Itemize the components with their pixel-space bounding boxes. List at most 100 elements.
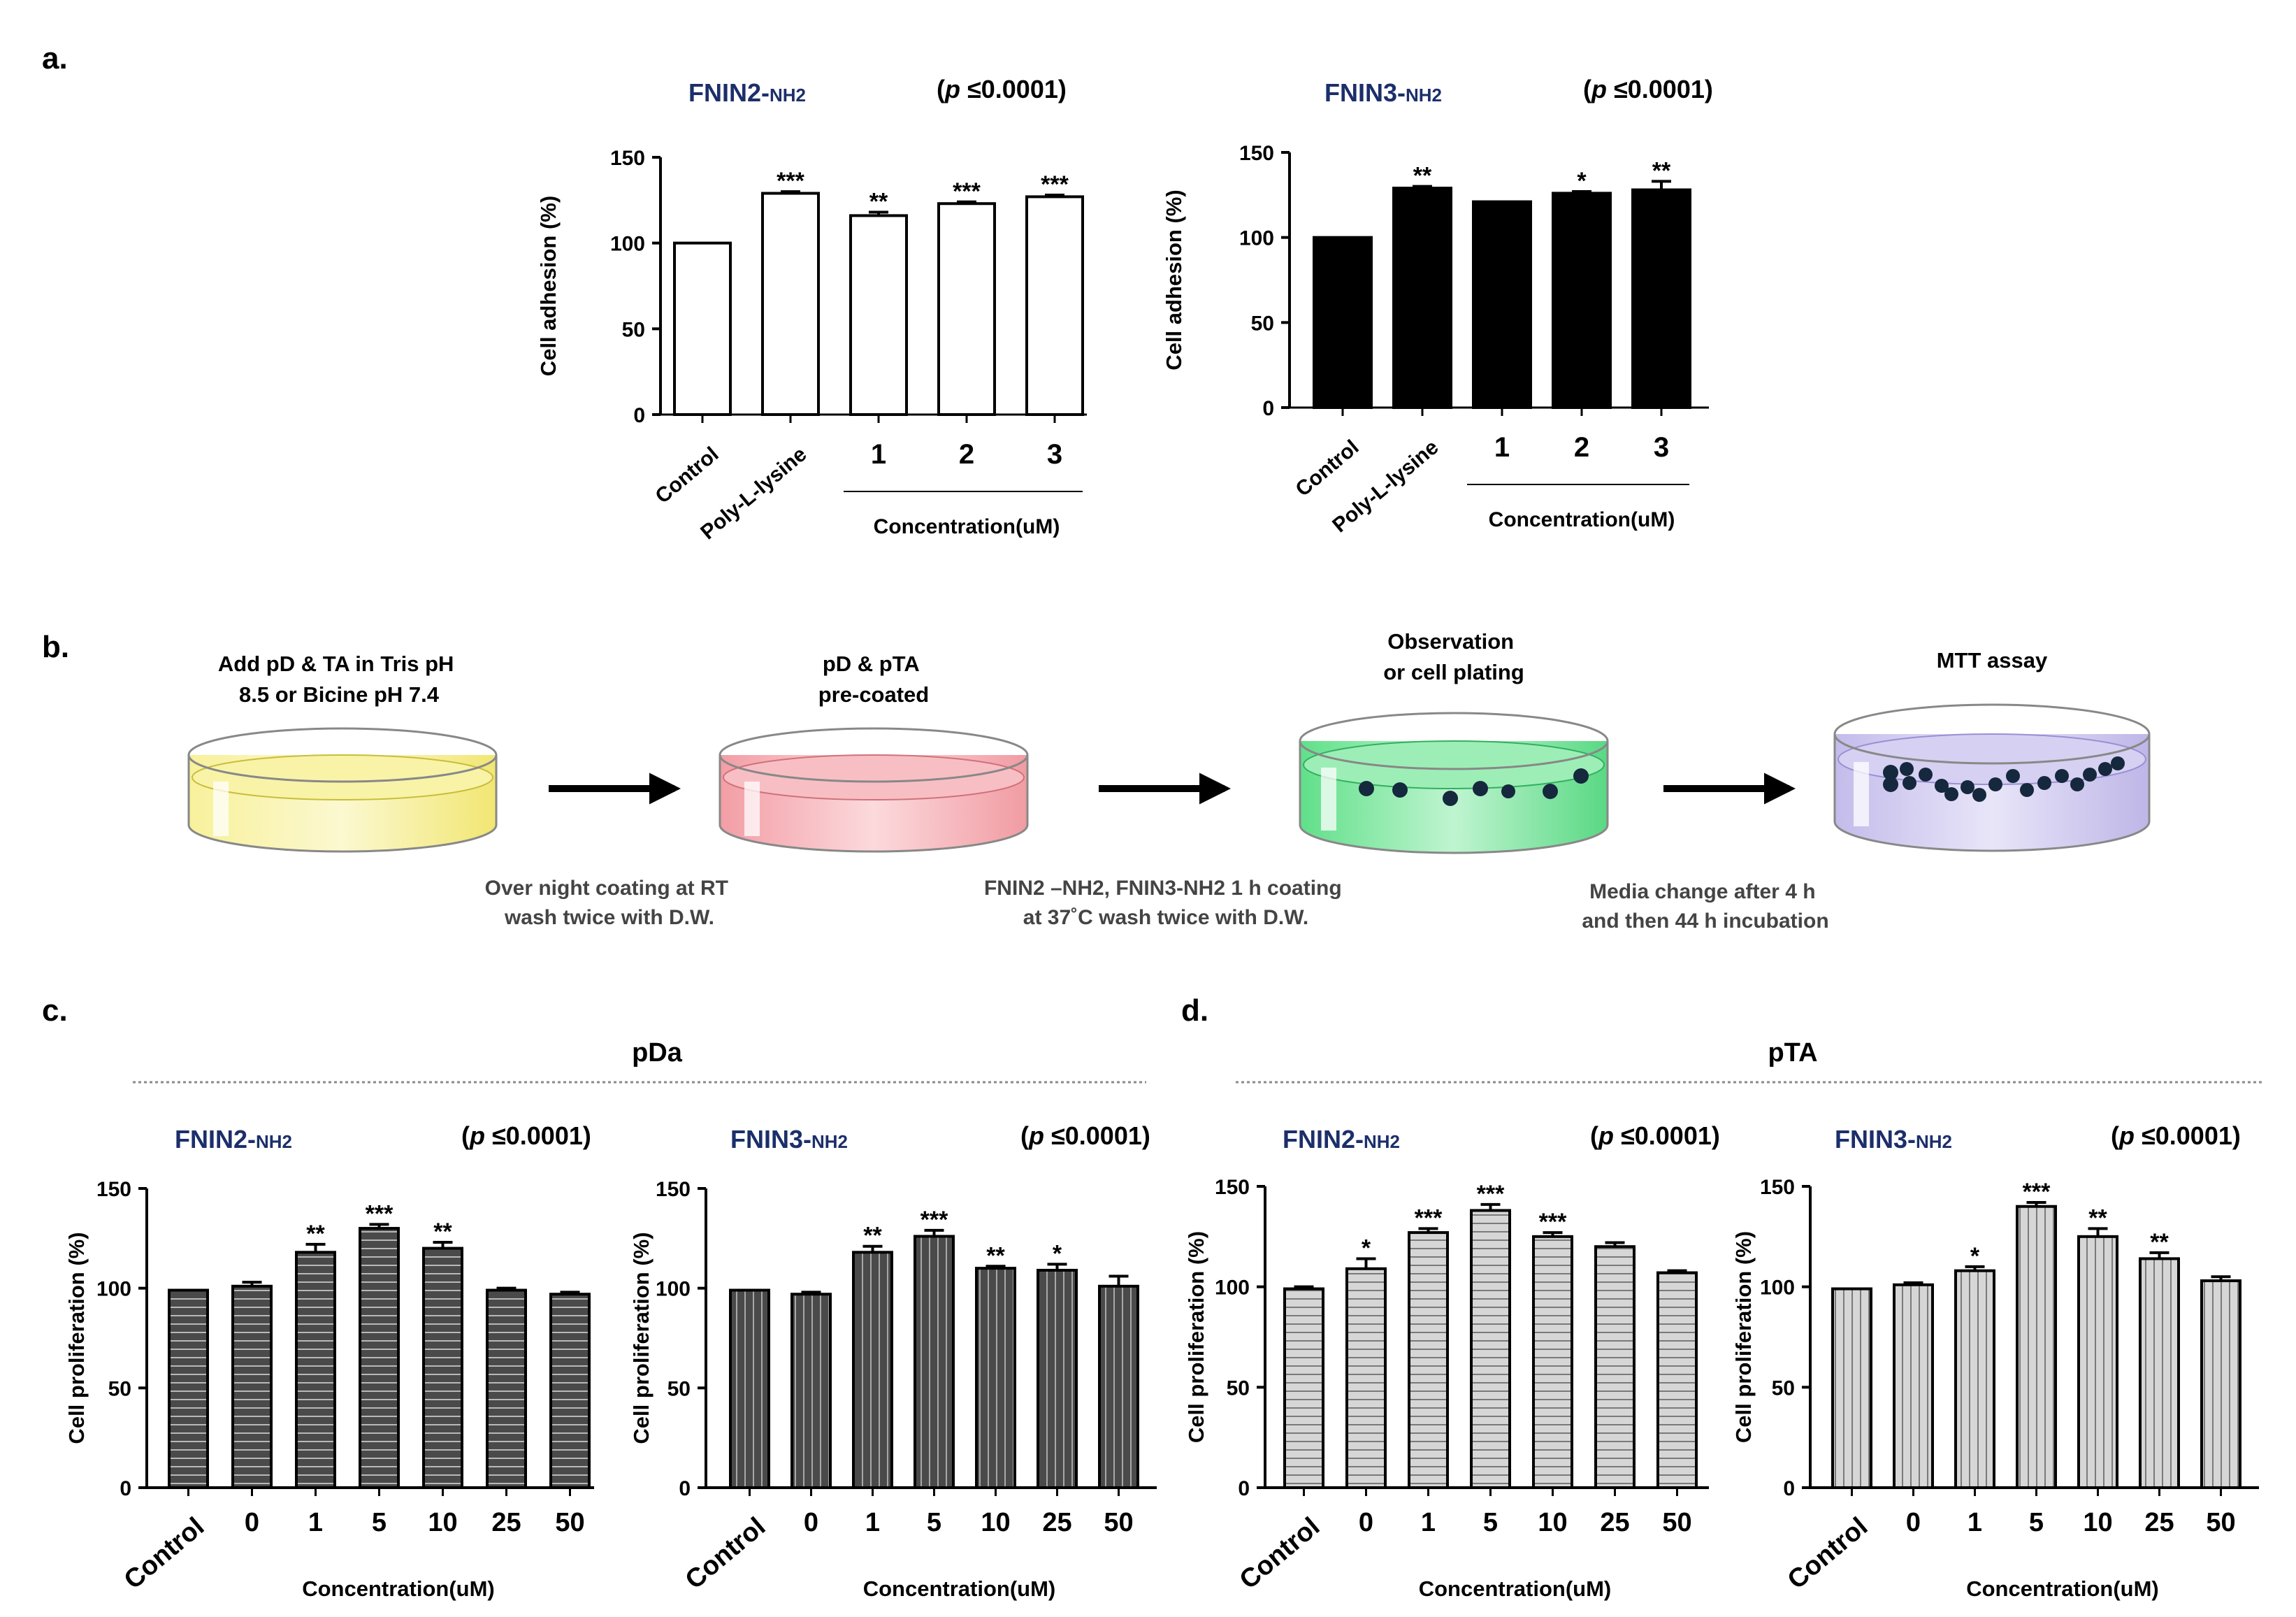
x-category-label: 5 — [2029, 1508, 2044, 1537]
x-category-label: 10 — [981, 1508, 1010, 1537]
p-value-label: (p ≤0.0001) — [1020, 1121, 1150, 1150]
x-category-label: 0 — [1906, 1508, 1921, 1537]
bar — [1631, 188, 1691, 409]
x-axis-label: Concentration(uM) — [1419, 1576, 1612, 1601]
significance-label: ** — [2088, 1205, 2107, 1231]
x-axis-label: Concentration(uM) — [1966, 1576, 2159, 1601]
note-2: FNIN2 –NH2, FNIN3-NH2 1 h coating at 37˚… — [984, 877, 1348, 929]
y-tick-label: 100 — [1760, 1277, 1795, 1300]
x-category-label: 1 — [871, 439, 886, 470]
y-tick-label: 50 — [1772, 1377, 1795, 1400]
significance-label: *** — [1041, 171, 1069, 198]
significance-label: *** — [953, 178, 981, 205]
panel-label-d: d. — [1181, 993, 1208, 1028]
x-category-label: 25 — [1600, 1508, 1629, 1537]
bar — [2139, 1257, 2180, 1489]
bar — [1532, 1235, 1573, 1490]
chart-title: FNIN2-NH2 — [175, 1125, 292, 1154]
bar — [549, 1293, 591, 1490]
bar — [2016, 1205, 2057, 1489]
chart-title: FNIN3-NH2 — [1835, 1125, 1952, 1154]
significance-label: ** — [2150, 1229, 2169, 1256]
workflow-diagram: Add pD & TA in Tris pH 8.5 or Bicine pH … — [187, 629, 2151, 933]
significance-label: *** — [1415, 1205, 1443, 1231]
p-value-label: (p ≤0.0001) — [2111, 1121, 2241, 1150]
step-2-label: pD & pTA pre-coated — [818, 652, 929, 707]
y-tick-label: 100 — [96, 1278, 131, 1301]
y-tick-label: 0 — [633, 404, 645, 427]
p-value-label: (p ≤0.0001) — [461, 1121, 591, 1150]
x-category-label: 1 — [1968, 1508, 1982, 1537]
x-category-label: 1 — [1494, 432, 1510, 463]
bar — [1831, 1287, 1872, 1490]
chart-title: FNIN3-NH2 — [1324, 78, 1442, 107]
bar — [729, 1288, 770, 1490]
significance-label: * — [1577, 168, 1587, 194]
cell-dots-green — [1359, 768, 1589, 806]
p-value-label: (p ≤0.0001) — [1583, 75, 1713, 103]
bar — [486, 1288, 527, 1490]
bar — [1025, 195, 1084, 416]
bar — [1470, 1209, 1511, 1489]
x-category-label: Control — [1234, 1512, 1325, 1595]
note-1: Over night coating at RT wash twice with… — [485, 877, 735, 929]
x-category-label: 25 — [2144, 1508, 2174, 1537]
x-category-label: 1 — [308, 1508, 323, 1537]
x-category-label: 25 — [491, 1508, 521, 1537]
y-tick-label: 100 — [1239, 227, 1274, 250]
significance-label: ** — [433, 1219, 452, 1245]
bar — [975, 1267, 1016, 1489]
bar — [2200, 1279, 2241, 1489]
y-tick-label: 100 — [656, 1278, 691, 1301]
bar — [673, 241, 732, 416]
x-axis-label: Concentration(uM) — [863, 1576, 1056, 1601]
y-tick-label: 0 — [1238, 1477, 1250, 1500]
bar — [1893, 1283, 1934, 1489]
petri-dish-purple — [1833, 703, 2151, 852]
group-label: Concentration(uM) — [1489, 508, 1675, 531]
y-axis-label: Cell adhesion (%) — [1162, 189, 1186, 370]
significance-label: * — [1053, 1240, 1062, 1267]
significance-label: ** — [306, 1221, 325, 1247]
bar — [849, 214, 908, 416]
step-1-label: Add pD & TA in Tris pH 8.5 or Bicine pH … — [218, 652, 460, 707]
y-axis-label: Cell proliferation (%) — [1184, 1231, 1208, 1443]
significance-label: *** — [2023, 1179, 2051, 1205]
x-category-label: 25 — [1042, 1508, 1071, 1537]
x-category-label: Control — [1782, 1512, 1873, 1595]
y-tick-label: 50 — [1227, 1377, 1250, 1400]
y-tick-label: 50 — [667, 1377, 691, 1400]
x-category-label: 0 — [245, 1508, 259, 1537]
significance-label: *** — [777, 168, 804, 194]
bar — [1345, 1267, 1387, 1489]
chart-title: FNIN2-NH2 — [1283, 1125, 1400, 1154]
step-4-label: MTT assay — [1937, 648, 2048, 673]
chart-title: FNIN2-NH2 — [688, 78, 806, 107]
y-tick-label: 150 — [1239, 142, 1274, 165]
bar — [1408, 1231, 1449, 1489]
significance-label: *** — [366, 1200, 394, 1227]
significance-label: * — [1970, 1243, 1980, 1270]
significance-label: *** — [1539, 1209, 1567, 1235]
x-category-label: 2 — [959, 439, 974, 470]
bar — [1472, 200, 1532, 409]
x-category-label: 0 — [1359, 1508, 1373, 1537]
bar — [2077, 1235, 2118, 1490]
x-category-label: 5 — [1483, 1508, 1498, 1537]
petri-dish-red — [719, 727, 1029, 853]
y-tick-label: 0 — [1783, 1477, 1795, 1500]
bar — [1954, 1269, 1995, 1490]
x-category-label: 50 — [555, 1508, 584, 1537]
p-value-label: (p ≤0.0001) — [937, 75, 1067, 103]
y-tick-label: 150 — [96, 1178, 131, 1201]
x-category-label: 5 — [927, 1508, 941, 1537]
y-tick-label: 150 — [610, 147, 645, 170]
y-tick-label: 150 — [1760, 1176, 1795, 1199]
bar — [168, 1288, 209, 1490]
x-category-label: 50 — [1104, 1508, 1133, 1537]
significance-label: ** — [1413, 163, 1432, 189]
x-category-label: 50 — [2206, 1508, 2235, 1537]
